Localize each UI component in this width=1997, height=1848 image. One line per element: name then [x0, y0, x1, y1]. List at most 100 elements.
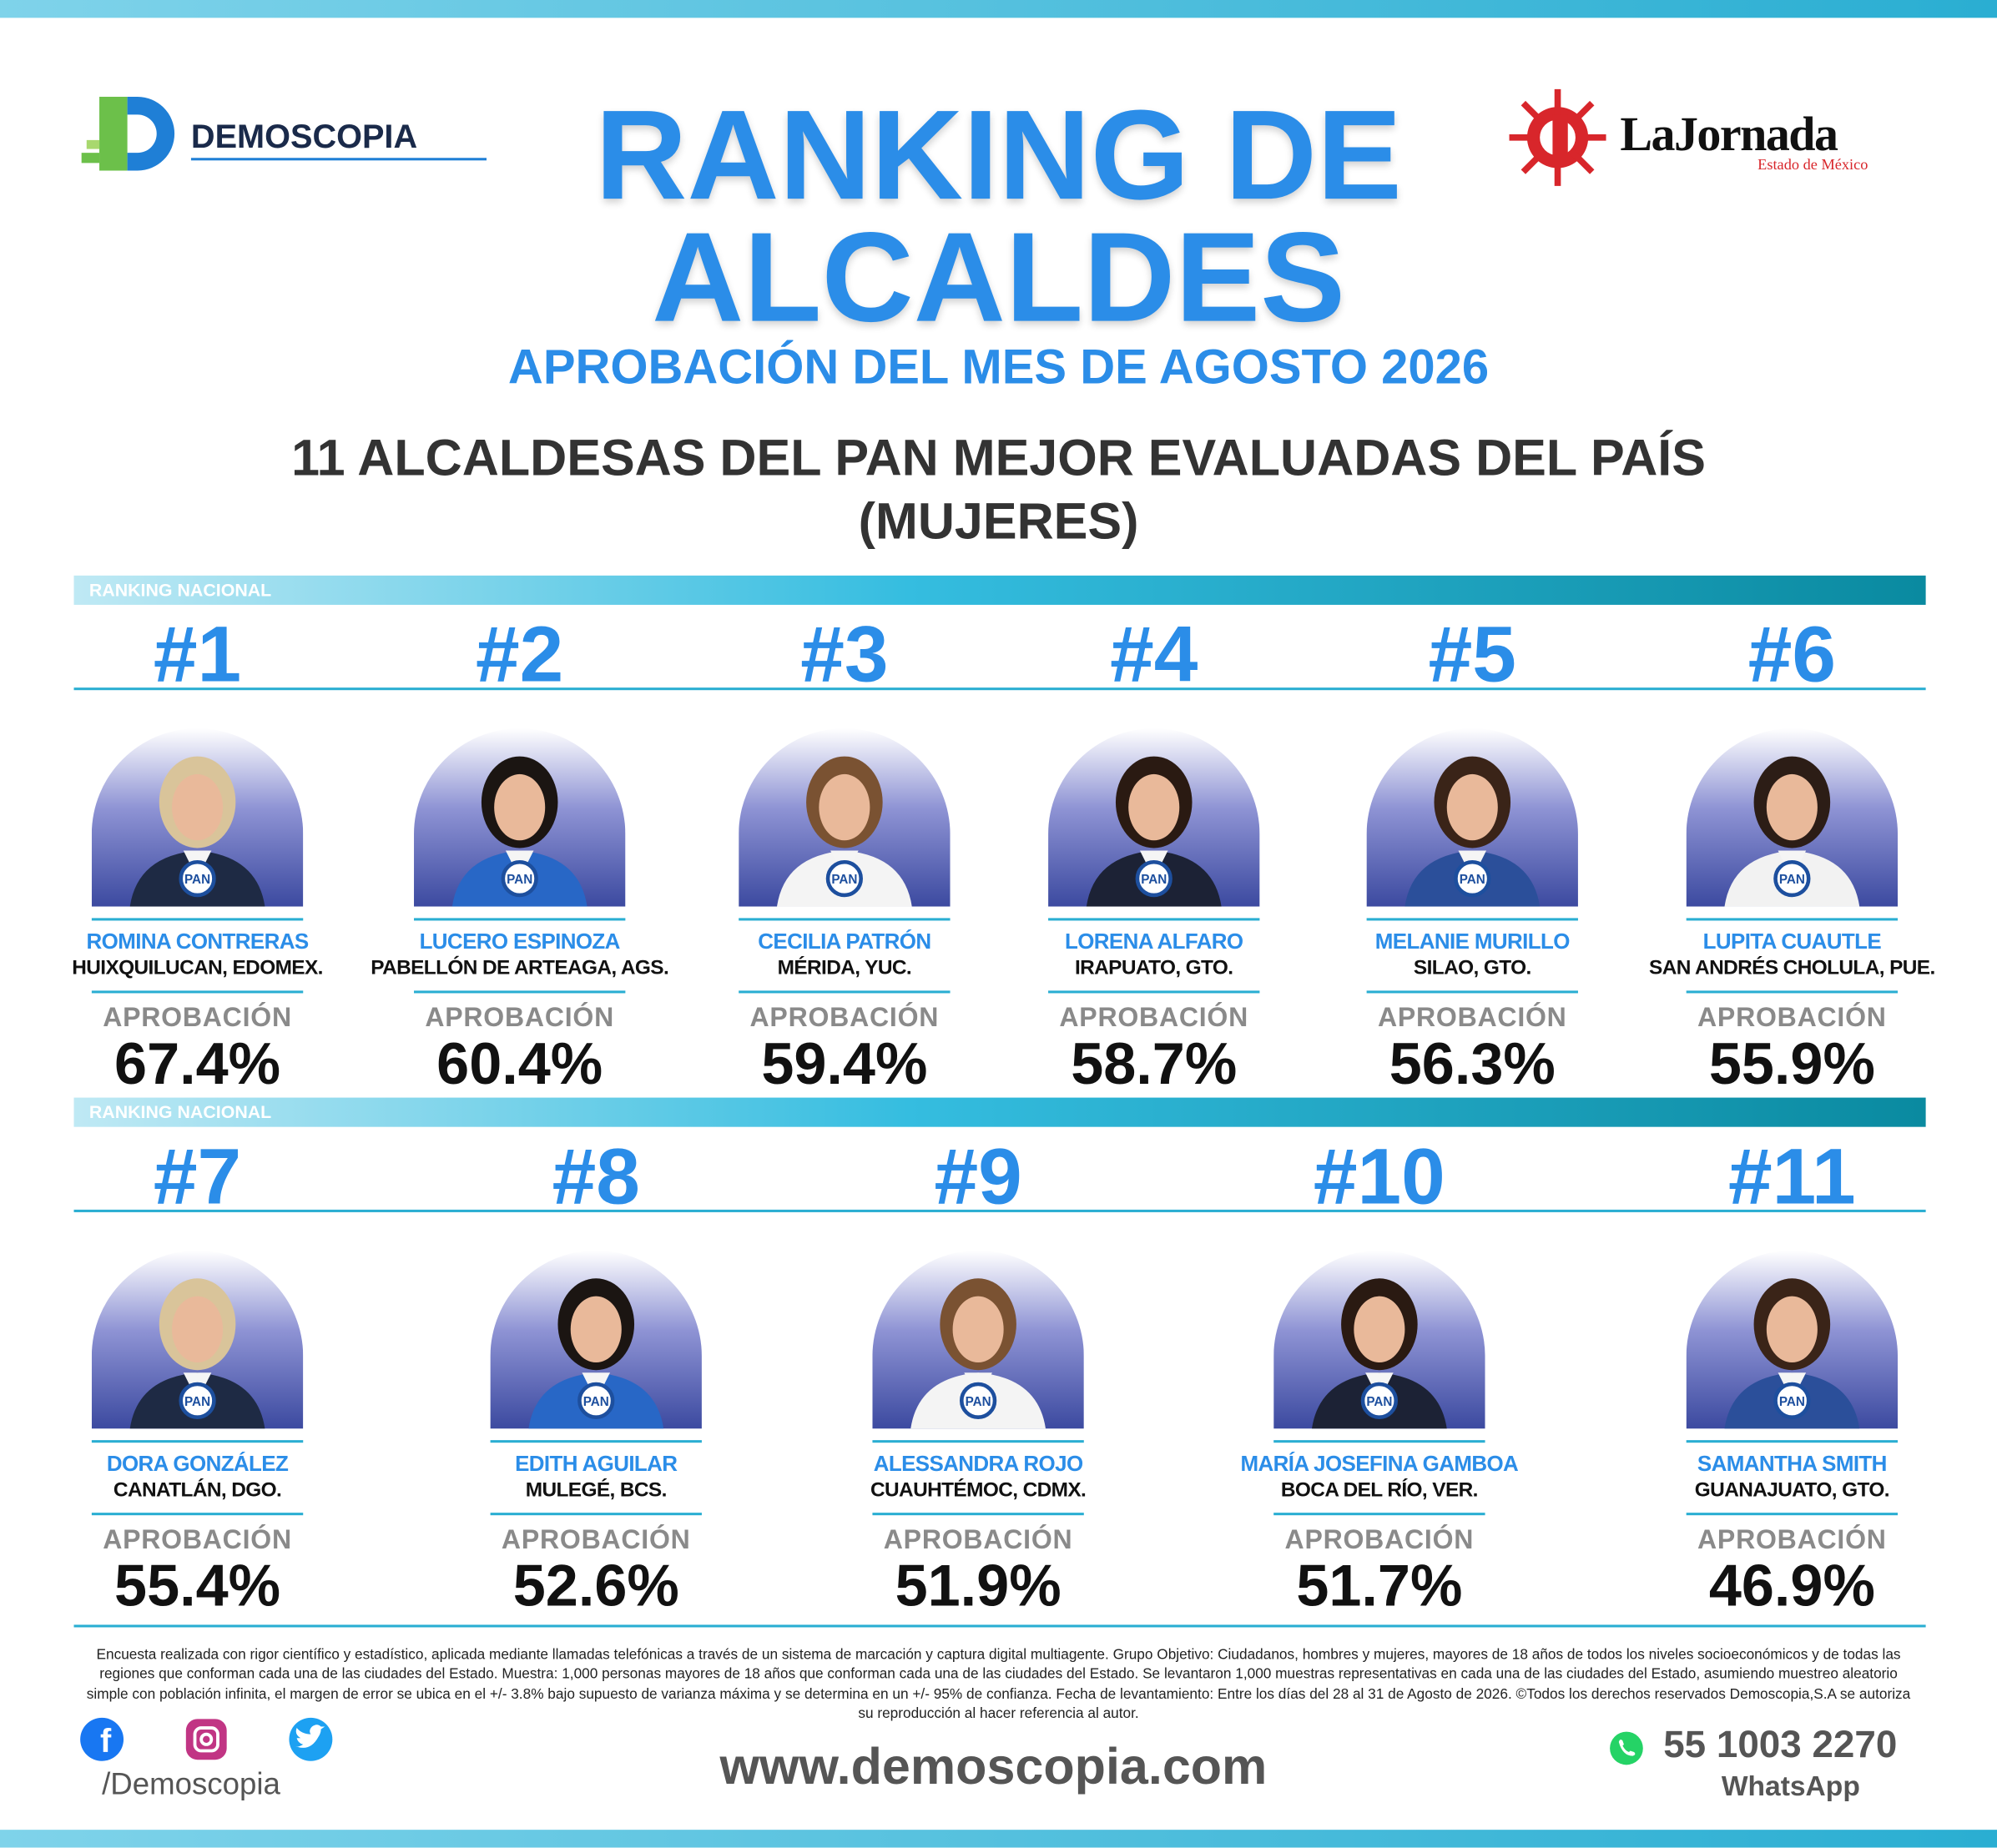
badge-text: PAN	[1779, 873, 1805, 887]
name-rule-top	[1048, 918, 1260, 921]
rank: #3	[800, 611, 889, 699]
name-rule-bottom	[1273, 1513, 1485, 1516]
name-rule-top	[414, 918, 626, 921]
approval-label: APROBACIÓN	[1284, 1525, 1475, 1555]
approval-label: APROBACIÓN	[1697, 1003, 1887, 1033]
portrait: PAN	[872, 1250, 1084, 1429]
rank: #1	[153, 611, 242, 699]
rank: #7	[153, 1133, 242, 1221]
rank: #9	[934, 1133, 1022, 1221]
name: EDITH AGUILAR	[515, 1451, 678, 1476]
ranking-label: RANKING NACIONAL	[88, 579, 272, 600]
name: LUCERO ESPINOZA	[419, 929, 621, 954]
place: IRAPUATO, GTO.	[1074, 957, 1233, 979]
subtitle: APROBACIÓN DEL MES DE AGOSTO 2026	[507, 341, 1490, 395]
badge-text: PAN	[184, 873, 210, 887]
name-rule-top	[872, 1440, 1084, 1443]
name-rule-bottom	[1366, 990, 1578, 994]
name: LORENA ALFARO	[1064, 929, 1243, 954]
approval-label: APROBACIÓN	[425, 1003, 615, 1033]
portrait: PAN	[1273, 1250, 1485, 1429]
phone-label: WhatsApp	[1721, 1770, 1860, 1802]
lajornada-logo-mark	[1509, 88, 1606, 186]
badge-text: PAN	[184, 1395, 210, 1409]
ranking-bar: RANKING NACIONAL	[73, 1097, 1926, 1127]
rank: #8	[552, 1133, 640, 1221]
approval-label: APROBACIÓN	[501, 1525, 691, 1555]
name-rule-bottom	[91, 1513, 304, 1516]
bottom-band	[0, 1830, 1997, 1848]
place: PABELLÓN DE ARTEAGA, AGS.	[371, 957, 669, 979]
name-rule-bottom	[1686, 1513, 1899, 1516]
ranking-label: RANKING NACIONAL	[88, 1101, 272, 1122]
portrait: PAN	[739, 728, 951, 907]
place: GUANAJUATO, GTO.	[1694, 1479, 1890, 1502]
badge-text: PAN	[831, 873, 857, 887]
footer-rule	[73, 1624, 1926, 1628]
name-rule-bottom	[91, 990, 304, 994]
portrait: PAN	[490, 1250, 702, 1429]
place: CANATLÁN, DGO.	[113, 1479, 282, 1502]
name-rule-bottom	[872, 1513, 1084, 1516]
website[interactable]: www.demoscopia.com	[719, 1739, 1268, 1795]
name: ALESSANDRA ROJO	[873, 1451, 1083, 1476]
name: LUPITA CUAUTLE	[1702, 929, 1882, 954]
demoscopia-logo-mark	[81, 96, 175, 171]
brand-underline	[190, 158, 487, 161]
place: SAN ANDRÉS CHOLULA, PUE.	[1649, 957, 1935, 979]
brand-left: DEMOSCOPIA	[190, 117, 418, 156]
badge-text: PAN	[583, 1395, 609, 1409]
name-rule-top	[91, 918, 304, 921]
rank: #5	[1428, 611, 1516, 699]
place: CUAUHTÉMOC, CDMX.	[870, 1479, 1087, 1502]
svg-text:f: f	[100, 1723, 112, 1760]
social-handle: /Demoscopia	[102, 1767, 280, 1802]
place: SILAO, GTO.	[1413, 957, 1531, 979]
name: DORA GONZÁLEZ	[106, 1451, 289, 1476]
portrait: PAN	[1366, 728, 1578, 907]
badge-text: PAN	[507, 873, 532, 887]
phone[interactable]: 55 1003 2270	[1663, 1724, 1898, 1766]
portrait: PAN	[414, 728, 626, 907]
approval-label: APROBACIÓN	[883, 1525, 1073, 1555]
place: MÉRIDA, YUC.	[777, 957, 912, 979]
portrait: PAN	[91, 1250, 304, 1429]
approval-value: 58.7%	[1071, 1030, 1238, 1097]
name-rule-top	[91, 1440, 304, 1443]
rank: #6	[1747, 611, 1836, 699]
name-rule-bottom	[1686, 990, 1899, 994]
portrait: PAN	[91, 728, 304, 907]
approval-value: 59.4%	[761, 1030, 928, 1097]
badge-text: PAN	[1460, 873, 1485, 887]
portrait: PAN	[1686, 728, 1899, 907]
name: MARÍA JOSEFINA GAMBOA	[1240, 1451, 1519, 1476]
approval-label: APROBACIÓN	[103, 1003, 292, 1033]
approval-label: APROBACIÓN	[1059, 1003, 1249, 1033]
brand-right-sub: Estado de México	[1757, 155, 1868, 174]
name: CECILIA PATRÓN	[758, 929, 931, 954]
badge-text: PAN	[1366, 1395, 1392, 1409]
heading-sub: (MUJERES)	[858, 494, 1139, 551]
rank: #10	[1313, 1133, 1445, 1221]
approval-label: APROBACIÓN	[1377, 1003, 1567, 1033]
title-line2: ALCALDES	[652, 206, 1346, 350]
badge-text: PAN	[1779, 1395, 1805, 1409]
rank-rule	[73, 687, 1926, 691]
disclaimer: Encuesta realizada con rigor científico …	[86, 1647, 1911, 1722]
name-rule-top	[490, 1440, 702, 1443]
social-icons: f	[80, 1717, 333, 1761]
top-band	[0, 0, 1997, 18]
name-rule-top	[1273, 1440, 1485, 1443]
approval-value: 46.9%	[1708, 1552, 1875, 1619]
portrait: PAN	[1048, 728, 1260, 907]
ranking-bar: RANKING NACIONAL	[73, 575, 1926, 605]
name-rule-bottom	[1048, 990, 1260, 994]
name-rule-bottom	[490, 1513, 702, 1516]
approval-value: 55.4%	[114, 1552, 281, 1619]
name-rule-top	[1686, 1440, 1899, 1443]
whatsapp-icon	[1610, 1731, 1643, 1765]
badge-text: PAN	[1141, 873, 1167, 887]
approval-value: 67.4%	[114, 1030, 281, 1097]
approval-label: APROBACIÓN	[749, 1003, 940, 1033]
